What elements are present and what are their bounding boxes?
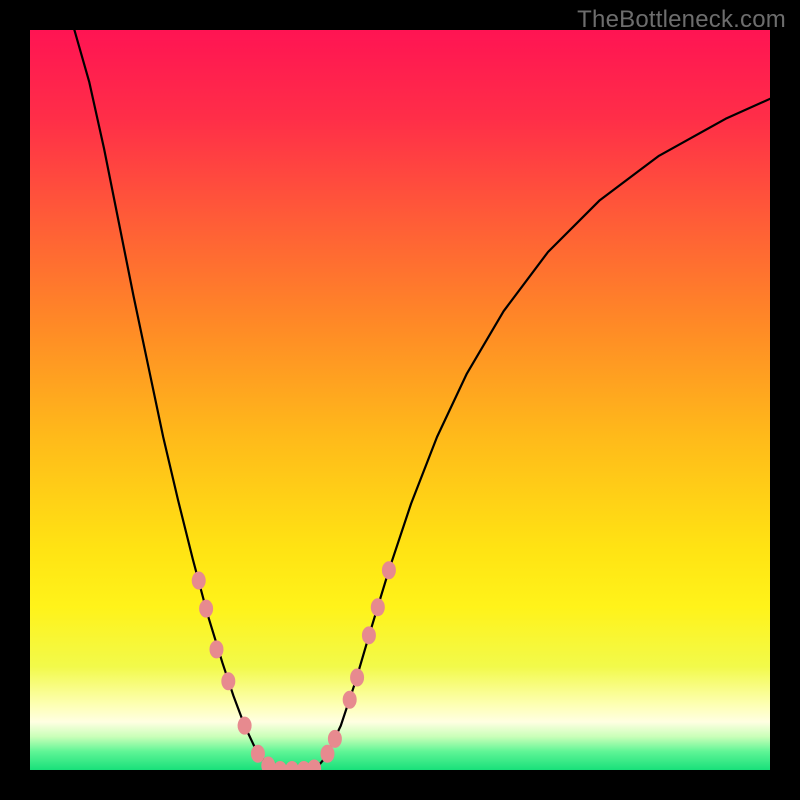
curve-marker (199, 600, 213, 618)
chart-frame: TheBottleneck.com (0, 0, 800, 800)
curve-marker (320, 745, 334, 763)
curve-marker (343, 691, 357, 709)
curve-marker (350, 669, 364, 687)
bottleneck-curve-chart (30, 30, 770, 770)
chart-svg (30, 30, 770, 770)
curve-marker (238, 717, 252, 735)
curve-marker (362, 626, 376, 644)
curve-marker (371, 598, 385, 616)
chart-background (30, 30, 770, 770)
curve-marker (221, 672, 235, 690)
curve-marker (382, 561, 396, 579)
curve-marker (192, 572, 206, 590)
curve-marker (328, 730, 342, 748)
curve-marker (209, 640, 223, 658)
